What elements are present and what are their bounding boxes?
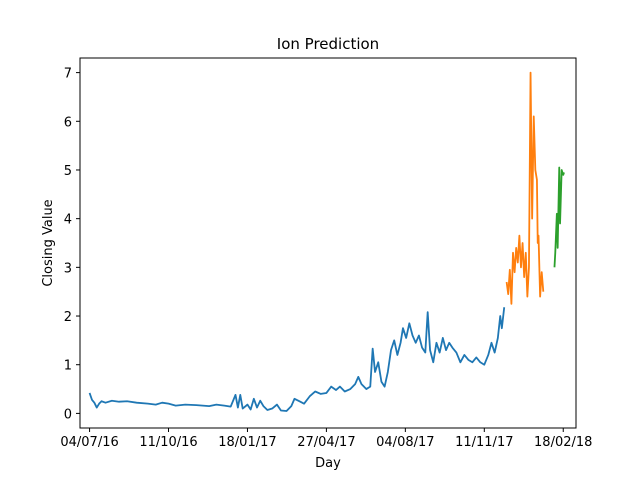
- y-tick-label: 3: [64, 261, 72, 276]
- x-tick-label: 11/11/17: [455, 435, 513, 450]
- x-tick-label: 18/02/18: [534, 435, 592, 450]
- series-line-1: [88, 307, 506, 412]
- plot-frame: [79, 57, 577, 429]
- x-axis: 04/07/16 11/10/16 18/01/17 27/04/17 04/08/17…: [60, 428, 592, 450]
- plot-lines: [88, 71, 565, 412]
- y-tick-label: 4: [64, 213, 72, 228]
- chart-title: Ion Prediction: [277, 35, 379, 53]
- x-axis-label: Day: [315, 456, 341, 471]
- x-tick-label: 04/08/17: [376, 435, 434, 450]
- y-tick-label: 7: [64, 67, 72, 82]
- y-tick-label: 1: [64, 359, 72, 374]
- y-tick-label: 0: [64, 407, 72, 422]
- y-axis: 0 1 2 3 4 5 6 7: [64, 67, 80, 422]
- y-tick-label: 2: [64, 310, 72, 325]
- x-tick-label: 04/07/16: [60, 435, 118, 450]
- y-tick-label: 6: [64, 115, 72, 130]
- x-tick-label: 11/10/16: [139, 435, 197, 450]
- series-line-3: [553, 166, 565, 268]
- x-tick-label: 18/01/17: [218, 435, 276, 450]
- y-tick-label: 5: [64, 164, 72, 179]
- series-line-2: [505, 71, 545, 305]
- x-tick-label: 27/04/17: [297, 435, 355, 450]
- y-axis-label: Closing Value: [41, 199, 56, 286]
